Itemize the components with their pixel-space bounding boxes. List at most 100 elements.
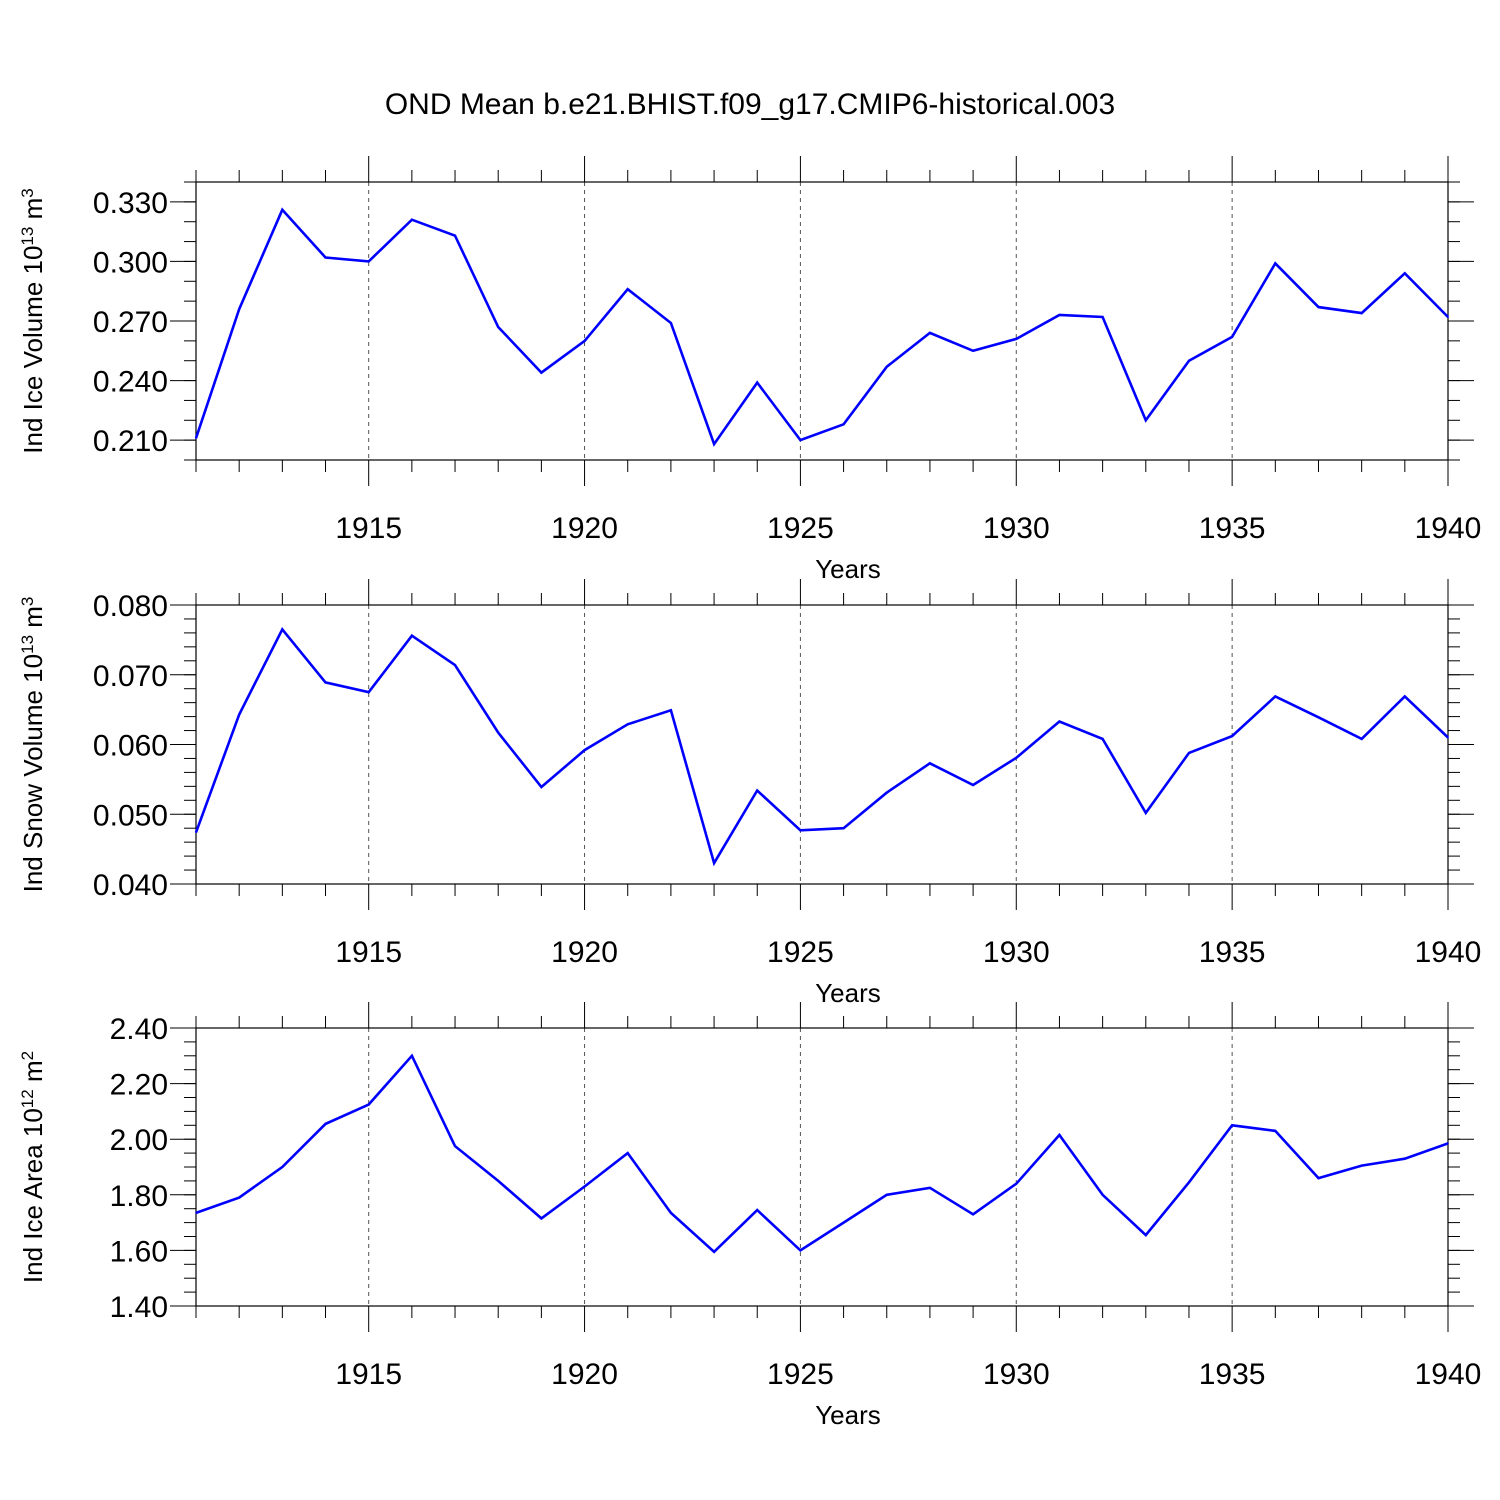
y-axis-title-superscript: 2 [18,1051,37,1060]
data-point [842,1221,845,1224]
x-tick-label: 1925 [767,1358,834,1391]
data-point [1360,1164,1363,1167]
y-tick-label: 1.40 [110,1291,168,1324]
data-point [411,634,413,637]
x-tick-label: 1925 [767,512,834,545]
data-point [367,260,370,263]
x-tick-label: 1915 [335,1358,402,1391]
data-point [540,786,543,788]
data-point [713,862,715,864]
data-point [1274,1130,1277,1132]
data-point [670,1212,672,1214]
data-point [626,288,629,291]
data-point [1058,1134,1061,1136]
data-point [281,1166,284,1168]
y-tick-label: 0.040 [93,869,168,902]
data-point [756,789,759,792]
data-point [1058,720,1061,723]
y-tick-label: 0.060 [93,730,168,763]
series-line [195,1053,1449,1254]
data-point [411,218,413,221]
data-point [885,1194,888,1196]
y-tick-label: 2.40 [110,1013,168,1046]
data-point [799,439,802,441]
y-tick-label: 1.80 [110,1180,168,1213]
data-point [540,1217,543,1220]
y-axis-title-part: Ind Ice Area 10 [18,1108,48,1283]
data-point [670,322,672,324]
data-point [626,1152,629,1154]
data-point [756,1209,759,1211]
panel-ice-area: 1.40 1.60 1.80 2.00 2.20 2.40 1915 1920 1925 1930… [18,1002,1482,1430]
data-point [1360,312,1363,314]
x-tick-label: 1935 [1199,512,1266,545]
x-tick-label: 1920 [551,936,618,969]
panel-snow-volume: 0.040 0.050 0.060 0.070 0.080 1915 1920 1925 193… [18,579,1482,1008]
data-point [1144,1234,1147,1236]
y-axis-title-part: m [18,1060,48,1089]
y-tick-label: 0.300 [93,246,168,279]
data-point [324,256,327,259]
plot-frame [195,1027,1449,1307]
data-point [497,731,500,734]
data-point [1447,316,1449,318]
y-axis-title-superscript: 3 [18,597,37,606]
data-point [1447,736,1449,739]
y-tick-label: 0.050 [93,799,168,832]
data-point [1404,695,1406,698]
y-tick-label: 1.60 [110,1235,168,1268]
x-tick-label: 1935 [1199,1358,1266,1391]
y-tick-label: 0.210 [93,425,168,458]
y-axis-title-superscript: 3 [18,188,37,197]
y-axis-title-superscript: 13 [18,227,37,246]
data-point [799,1249,802,1252]
plot-frame [195,604,1449,885]
x-tick-label: 1930 [983,1358,1050,1391]
x-tick-label: 1930 [983,936,1050,969]
y-tick-label: 0.330 [93,187,168,220]
x-tick-label: 1915 [335,936,402,969]
data-point [238,308,240,310]
data-point [713,1250,715,1253]
data-point [1231,336,1233,338]
data-point [1015,338,1018,340]
data-point [583,1185,586,1188]
data-point [238,713,240,716]
x-tick-label: 1940 [1415,1358,1482,1391]
y-axis-title: Ind Snow Volume 1013 m3 [18,597,49,893]
x-axis-title: Years [815,978,881,1008]
data-point [842,423,845,426]
x-tick-label: 1915 [335,512,402,545]
figure-title: OND Mean b.e21.BHIST.f09_g17.CMIP6-histo… [384,88,1116,121]
data-point [367,691,370,693]
data-point [756,381,759,384]
data-point [367,1103,370,1106]
y-axis-title: Ind Ice Volume 1013 m3 [18,188,49,453]
x-tick-label: 1940 [1415,936,1482,969]
series-line [194,207,1449,447]
data-point [195,1212,197,1214]
data-point [1101,1194,1104,1196]
x-tick-label: 1925 [767,936,834,969]
data-point [1404,1157,1406,1160]
series-line [194,627,1449,867]
data-point [281,209,284,211]
data-point [1317,1177,1320,1179]
x-axis-title: Years [815,1400,881,1430]
y-tick-label: 0.240 [93,366,168,399]
data-point [972,349,974,352]
data-point [1188,752,1190,754]
data-point [454,664,456,666]
x-tick-label: 1935 [1199,936,1266,969]
data-point [411,1055,413,1057]
data-point [929,332,931,334]
data-point [454,1145,456,1147]
data-point [1317,716,1320,719]
data-point [1404,272,1406,275]
data-point [1188,1181,1190,1184]
data-point [324,681,327,684]
data-point [972,784,974,786]
x-tick-label: 1920 [551,1358,618,1391]
data-point [713,443,715,445]
